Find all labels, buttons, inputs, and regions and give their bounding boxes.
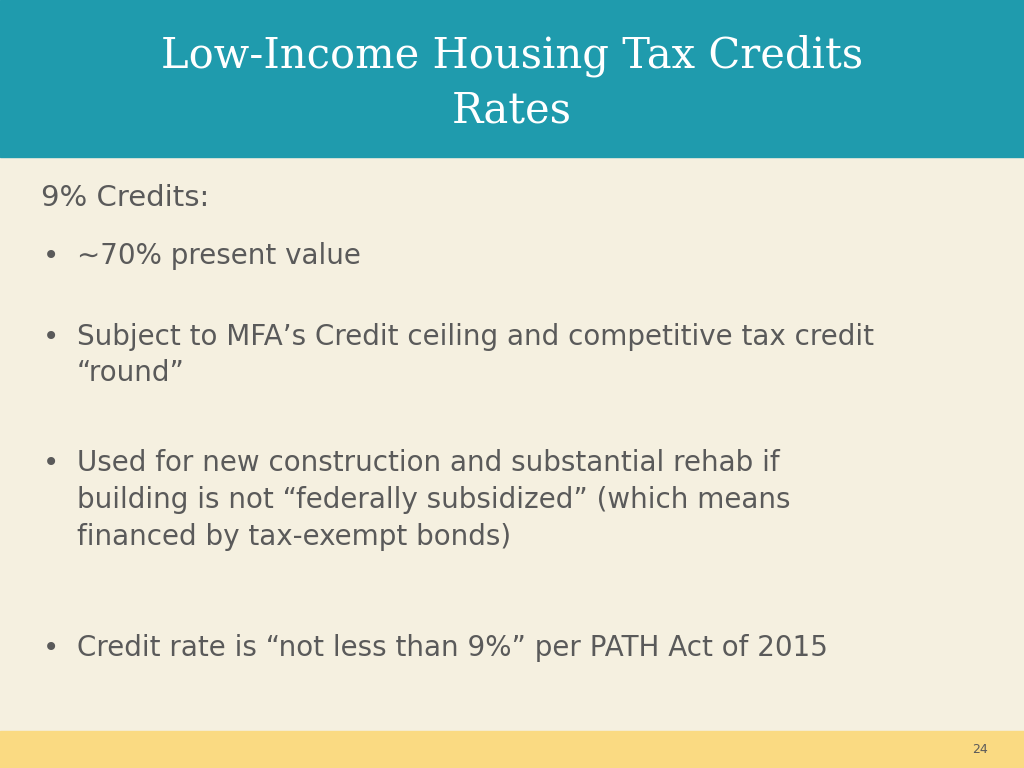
Bar [0,0,1024,157]
Text: •: • [43,634,59,661]
Text: 24: 24 [973,743,988,756]
Text: Rates: Rates [452,90,572,132]
Text: •: • [43,323,59,350]
Text: ∼70% present value: ∼70% present value [77,242,360,270]
Bar [0,731,1024,768]
Text: 9% Credits:: 9% Credits: [41,184,209,212]
Text: Credit rate is “not less than 9%” per PATH Act of 2015: Credit rate is “not less than 9%” per PA… [77,634,827,661]
Text: Subject to MFA’s Credit ceiling and competitive tax credit
“round”: Subject to MFA’s Credit ceiling and comp… [77,323,873,387]
Text: •: • [43,242,59,270]
Text: Used for new construction and substantial rehab if
building is not “federally su: Used for new construction and substantia… [77,449,791,551]
Text: •: • [43,449,59,477]
Text: Low-Income Housing Tax Credits: Low-Income Housing Tax Credits [161,35,863,77]
